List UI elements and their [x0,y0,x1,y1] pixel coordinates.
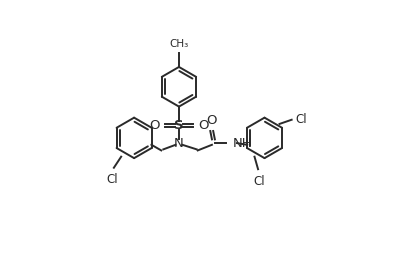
Text: O: O [149,119,160,132]
Text: NH: NH [233,137,253,150]
Text: CH₃: CH₃ [169,39,189,49]
Text: S: S [174,119,184,132]
Text: O: O [198,119,209,132]
Text: N: N [174,137,184,150]
Text: O: O [206,114,217,127]
Text: Cl: Cl [296,113,307,126]
Text: Cl: Cl [253,175,265,188]
Text: Cl: Cl [106,173,117,186]
